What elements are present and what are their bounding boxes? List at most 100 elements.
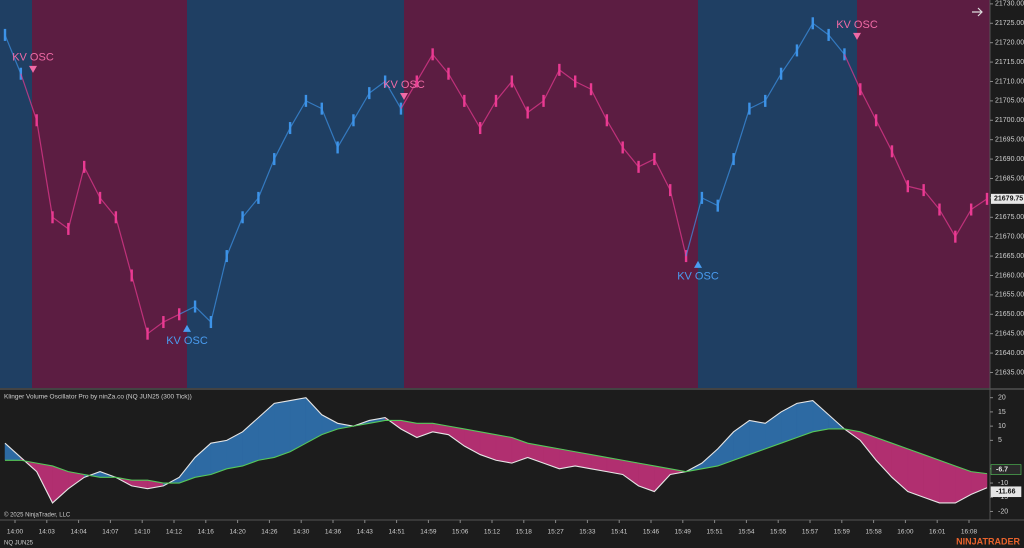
- y-tick-label: 21720.00: [995, 40, 1024, 47]
- price-connector: [242, 197, 259, 218]
- signal-label: KV OSC: [383, 79, 425, 91]
- oscillator-fill: [495, 434, 513, 464]
- last-value-label: -11.66: [996, 489, 1016, 496]
- signal-label: KV OSC: [677, 271, 719, 283]
- price-connector: [416, 54, 434, 82]
- last-price-box: [991, 193, 1024, 204]
- oscillator-fill: [796, 400, 814, 438]
- price-connector: [147, 321, 164, 335]
- x-tick-label: 14:03: [39, 529, 56, 536]
- x-tick-label: 14:59: [420, 529, 437, 536]
- y-tick-label: 21655.00: [995, 292, 1024, 299]
- price-connector: [479, 100, 497, 129]
- price-bar: [320, 102, 323, 115]
- price-connector: [875, 120, 893, 152]
- x-tick-label: 15:18: [516, 529, 533, 536]
- price-connector: [131, 275, 149, 334]
- trend-region: [0, 0, 32, 388]
- price-connector: [907, 185, 924, 191]
- instrument: NQ JUN25: [4, 541, 34, 547]
- price-connector: [495, 81, 513, 102]
- x-tick-label: 14:20: [229, 529, 246, 536]
- x-tick-label: 15:27: [547, 529, 564, 536]
- signal-label: KV OSC: [12, 52, 54, 64]
- price-connector: [749, 100, 766, 110]
- x-tick-label: 15:54: [738, 529, 755, 536]
- y-tick-label: 21715.00: [995, 59, 1024, 66]
- trend-region: [187, 0, 404, 388]
- y-tick-label: 21690.00: [995, 156, 1024, 163]
- price-connector: [938, 209, 956, 237]
- x-tick-label: 14:10: [134, 529, 151, 536]
- x-tick-label: 14:26: [261, 529, 278, 536]
- x-tick-label: 14:51: [388, 529, 405, 536]
- x-tick-label: 15:59: [834, 529, 851, 536]
- price-connector: [669, 189, 687, 257]
- y-tick-label: -15: [998, 494, 1008, 501]
- y-tick-label: 21730.00: [995, 1, 1024, 8]
- x-tick-label: 16:08: [961, 529, 978, 536]
- price-connector: [115, 217, 133, 276]
- last-value-box: [990, 486, 1022, 498]
- x-tick-label: 15:46: [643, 529, 660, 536]
- x-tick-label: 15:12: [484, 529, 501, 536]
- oscillator-fill: [559, 448, 576, 470]
- price-connector: [590, 88, 608, 121]
- x-tick-label: 15:51: [706, 529, 723, 536]
- y-tick-label: 21700.00: [995, 117, 1024, 124]
- last-value-label: -6.7: [996, 466, 1008, 473]
- oscillator-line: [5, 419, 988, 484]
- price-connector: [400, 81, 418, 109]
- x-tick-label: 14:16: [198, 529, 215, 536]
- price-connector: [321, 108, 339, 148]
- price-bar: [684, 250, 688, 263]
- price-connector: [638, 158, 655, 168]
- price-connector: [606, 119, 624, 148]
- price-connector: [764, 73, 782, 102]
- price-connector: [305, 100, 323, 110]
- scroll-arrow[interactable]: [972, 7, 983, 17]
- y-tick-label: -10: [998, 480, 1008, 487]
- signal-marker: [694, 260, 702, 268]
- x-tick-label: 15:58: [865, 529, 882, 536]
- x-tick-label: 15:55: [770, 529, 787, 536]
- price-connector: [970, 198, 988, 211]
- price-connector: [511, 81, 529, 113]
- y-tick-label: -20: [998, 508, 1008, 515]
- oscillator-fill: [923, 454, 940, 504]
- price-bar: [225, 250, 228, 263]
- y-tick-label: 21645.00: [995, 331, 1024, 338]
- signal-marker: [183, 324, 191, 332]
- price-connector: [558, 69, 576, 82]
- trend-region: [32, 0, 187, 388]
- y-tick-label: 20: [998, 395, 1006, 402]
- y-tick-label: 21725.00: [995, 20, 1024, 27]
- price-connector: [923, 189, 940, 210]
- price-connector: [685, 197, 703, 257]
- y-tick-label: 21675.00: [995, 214, 1024, 221]
- price-bar: [399, 102, 403, 115]
- price-connector: [447, 73, 465, 102]
- price-connector: [273, 127, 291, 160]
- price-connector: [843, 54, 861, 90]
- price-connector: [52, 216, 69, 230]
- price-connector: [257, 158, 275, 199]
- y-tick-label: 21640.00: [995, 350, 1024, 357]
- price-connector: [368, 80, 386, 94]
- y-tick-label: 21695.00: [995, 137, 1024, 144]
- y-tick-label: 15: [998, 409, 1006, 416]
- x-tick-label: 16:00: [897, 529, 914, 536]
- signal-label: KV OSC: [836, 19, 878, 31]
- signal-marker: [29, 65, 37, 73]
- oscillator-fill: [289, 397, 307, 453]
- price-connector: [891, 151, 909, 187]
- price-connector: [796, 22, 814, 51]
- price-connector: [527, 100, 544, 114]
- x-tick-label: 15:41: [611, 529, 628, 536]
- price-connector: [67, 166, 85, 230]
- oscillator-fill: [274, 400, 291, 458]
- price-connector: [733, 108, 750, 160]
- y-tick-label: 21650.00: [995, 311, 1024, 318]
- price-connector: [226, 217, 244, 257]
- price-connector: [717, 158, 735, 206]
